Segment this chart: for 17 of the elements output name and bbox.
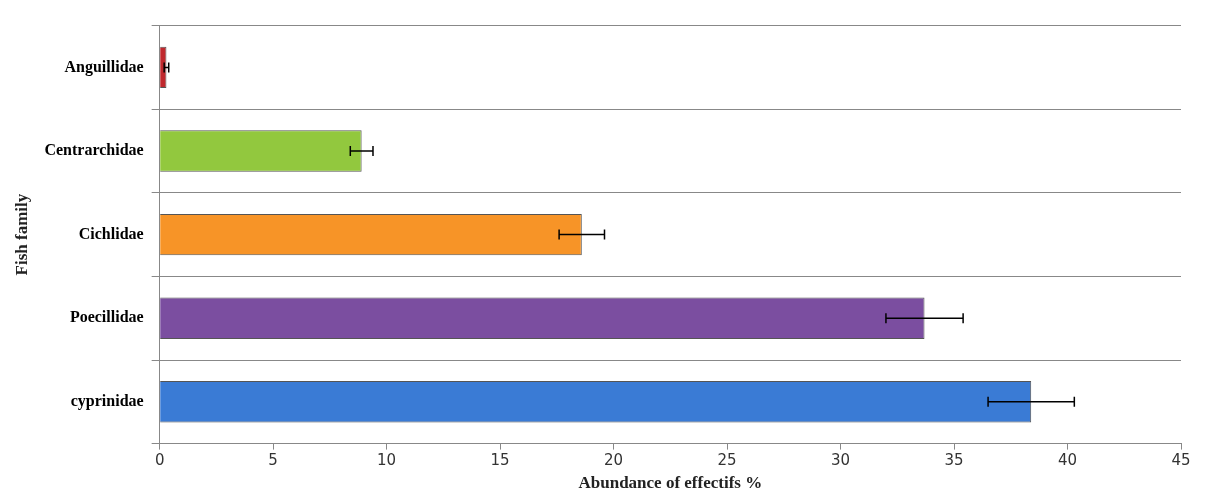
y-tick-label: cyprinidae: [70, 391, 144, 410]
x-tick-label: 0: [154, 451, 165, 470]
x-tick-label: 25: [717, 451, 737, 470]
x-tick-label: 10: [377, 451, 397, 470]
y-tick-label: Cichlidae: [78, 224, 144, 242]
y-tick-label: Anguillidae: [64, 57, 144, 76]
y-tick-label: Centrarchidae: [44, 141, 144, 159]
x-tick-label: 5: [268, 451, 278, 470]
x-tick-label: 20: [604, 451, 624, 470]
x-tick-label: 15: [490, 451, 510, 470]
x-tick-label: 35: [944, 451, 964, 470]
x-tick-label: 30: [831, 451, 851, 470]
y-axis-title: Fish family: [11, 193, 31, 276]
y-tick-label: Poecillidae: [69, 308, 144, 326]
x-tick-label: 45: [1171, 451, 1191, 470]
x-tick-label: 40: [1057, 451, 1078, 470]
x-axis-title: Abundance of effectifs %: [578, 473, 763, 493]
